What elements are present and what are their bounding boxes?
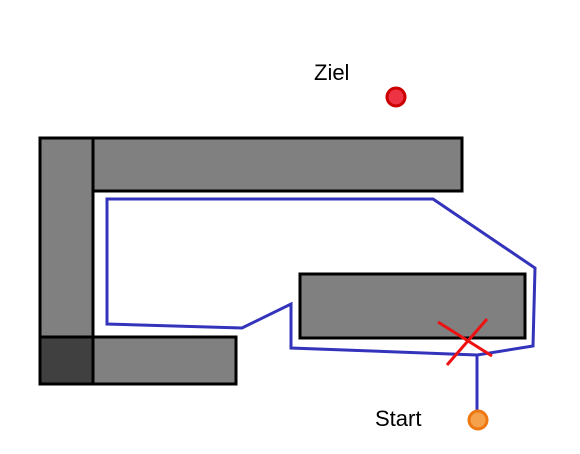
obstacle-bottom-bar [90, 335, 238, 386]
goal-point [385, 86, 407, 108]
start-point [467, 409, 489, 431]
obstacle-corner-block [38, 335, 95, 386]
goal-label: Ziel [314, 60, 349, 85]
cross-mark [437, 318, 493, 366]
obstacle-right-bar [298, 272, 527, 340]
start-label: Start [375, 406, 421, 431]
planned-path [105, 197, 537, 418]
obstacle-top-bar [90, 136, 464, 193]
